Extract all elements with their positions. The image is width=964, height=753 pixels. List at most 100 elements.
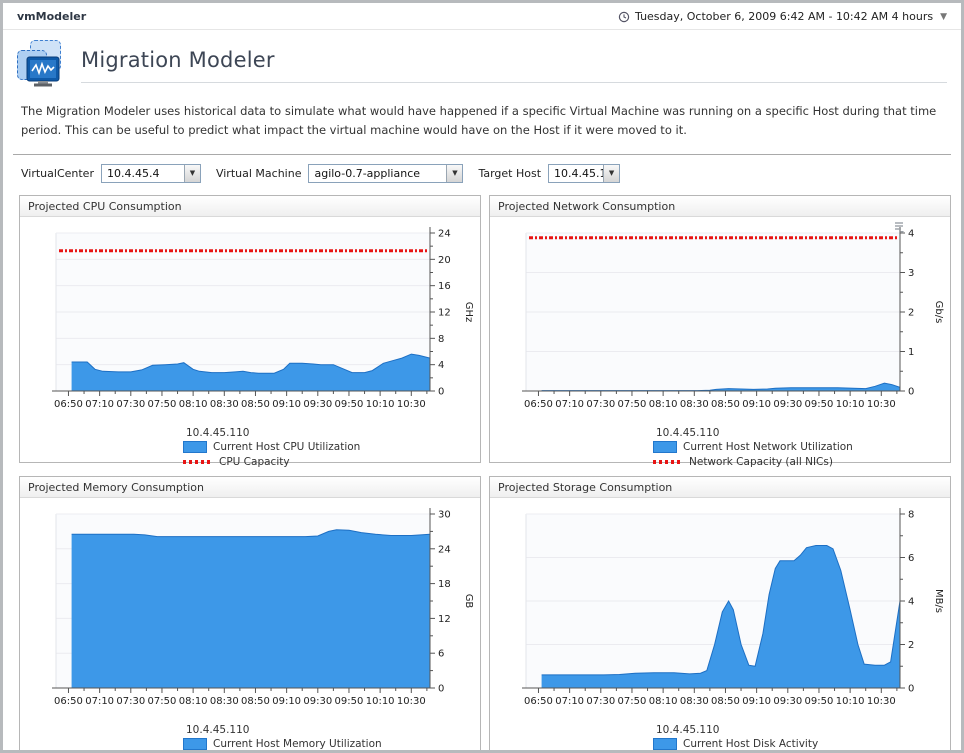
svg-text:1: 1	[908, 347, 914, 358]
storage-chart: 0 2 4 6 8 MB/s 06:50 07:10 07:30 07:50 08:10 08:30 0…	[496, 502, 950, 722]
page-title: Migration Modeler	[81, 48, 275, 72]
svg-text:08:50: 08:50	[711, 399, 740, 410]
target-host-select[interactable]: 10.4.45.110 ▼	[548, 163, 621, 183]
svg-text:06:50: 06:50	[524, 696, 553, 707]
svg-text:09:30: 09:30	[303, 696, 332, 707]
svg-text:07:50: 07:50	[148, 696, 177, 707]
dropdown-arrow-icon[interactable]: ▼	[446, 164, 463, 182]
dropdown-arrow-icon[interactable]: ▼	[603, 164, 620, 182]
svg-text:8: 8	[908, 509, 914, 520]
virtual-machine-select[interactable]: agilo-0.7-appliance ▼	[308, 163, 464, 183]
svg-text:10:10: 10:10	[836, 696, 865, 707]
svg-text:6: 6	[438, 649, 444, 660]
svg-text:10:10: 10:10	[836, 399, 865, 410]
page-description: The Migration Modeler uses historical da…	[21, 104, 937, 137]
svg-text:09:10: 09:10	[742, 696, 771, 707]
migration-modeler-icon	[17, 40, 71, 90]
svg-text:4: 4	[908, 596, 914, 607]
svg-text:07:50: 07:50	[618, 399, 647, 410]
panel-title: Projected CPU Consumption	[20, 195, 480, 217]
dropdown-arrow-icon[interactable]: ▼	[183, 164, 200, 182]
svg-text:6: 6	[908, 553, 914, 564]
legend-label: CPU Capacity	[219, 455, 290, 468]
svg-text:10:10: 10:10	[366, 696, 395, 707]
virtualcenter-label: VirtualCenter	[21, 166, 94, 180]
svg-text:4: 4	[438, 360, 444, 371]
memory-chart: 0 6 12 18 24 30 GB 06:50 07:10 07:30 07:50 08:10 08:…	[26, 502, 480, 722]
svg-text:09:10: 09:10	[742, 399, 771, 410]
svg-text:24: 24	[438, 544, 451, 555]
legend-area-swatch	[183, 737, 207, 750]
svg-text:07:10: 07:10	[85, 696, 114, 707]
svg-text:07:50: 07:50	[148, 399, 177, 410]
svg-text:16: 16	[438, 281, 451, 292]
svg-text:8: 8	[438, 334, 444, 345]
divider	[13, 153, 951, 155]
svg-text:08:30: 08:30	[210, 696, 239, 707]
svg-text:09:50: 09:50	[805, 399, 834, 410]
title-row: Migration Modeler	[3, 30, 961, 90]
legend-label: Current Host Disk Activity	[683, 737, 819, 750]
legend-area-swatch	[653, 440, 677, 453]
svg-text:07:30: 07:30	[116, 696, 145, 707]
panel-title: Projected Memory Consumption	[20, 476, 480, 498]
svg-text:30: 30	[438, 509, 451, 520]
svg-text:0: 0	[908, 386, 914, 397]
svg-text:07:10: 07:10	[85, 399, 114, 410]
svg-text:08:30: 08:30	[210, 399, 239, 410]
legend-item: Current Host Disk Activity	[653, 737, 950, 750]
svg-text:07:30: 07:30	[586, 696, 615, 707]
svg-text:09:50: 09:50	[805, 696, 834, 707]
network-chart: 0 1 2 3 4 Gb/s 06:50 07:10 07:30 07:50 08:10 08:30 0…	[496, 221, 950, 425]
svg-text:09:10: 09:10	[272, 696, 301, 707]
svg-text:06:50: 06:50	[54, 399, 83, 410]
legend-label: Current Host Memory Utilization	[213, 737, 382, 750]
svg-text:06:50: 06:50	[524, 399, 553, 410]
legend-area-swatch	[653, 737, 677, 750]
svg-text:09:30: 09:30	[303, 399, 332, 410]
series-host-label: 10.4.45.110	[656, 723, 720, 736]
svg-text:0: 0	[438, 386, 444, 397]
memory-consumption-panel: Projected Memory Consumption 0 6 12 18 24 30 G…	[19, 475, 481, 750]
legend-item: Network Capacity (all NICs)	[653, 456, 950, 468]
panel-title: Projected Storage Consumption	[490, 476, 950, 498]
svg-text:0: 0	[908, 683, 914, 694]
legend-label: Current Host Network Utilization	[683, 440, 853, 453]
chart-menu-icon[interactable]	[892, 220, 906, 234]
svg-text:08:10: 08:10	[649, 696, 678, 707]
svg-text:12: 12	[438, 307, 451, 318]
svg-text:10:10: 10:10	[366, 399, 395, 410]
time-range-selector[interactable]: Tuesday, October 6, 2009 6:42 AM - 10:42…	[618, 10, 947, 23]
svg-text:09:50: 09:50	[335, 399, 364, 410]
svg-text:09:30: 09:30	[773, 696, 802, 707]
series-host-label: 10.4.45.110	[186, 723, 250, 736]
svg-text:09:50: 09:50	[335, 696, 364, 707]
top-bar: vmModeler Tuesday, October 6, 2009 6:42 …	[3, 3, 961, 30]
legend-item: Current Host Network Utilization	[653, 440, 950, 453]
svg-text:Gb/s: Gb/s	[933, 301, 944, 324]
legend-item: Current Host CPU Utilization	[183, 440, 480, 453]
network-consumption-panel: Projected Network Consumption 0 1 2 3 4 Gb/s 0…	[489, 194, 951, 468]
svg-text:10:30: 10:30	[397, 696, 426, 707]
virtualcenter-select[interactable]: 10.4.45.4 ▼	[100, 163, 201, 183]
svg-text:08:10: 08:10	[179, 399, 208, 410]
svg-text:09:10: 09:10	[272, 399, 301, 410]
svg-text:2: 2	[908, 640, 914, 651]
controls-row: VirtualCenter 10.4.45.4 ▼ Virtual Machin…	[3, 155, 961, 193]
legend-label: Current Host CPU Utilization	[213, 440, 361, 453]
svg-text:08:30: 08:30	[680, 696, 709, 707]
series-host-label: 10.4.45.110	[186, 426, 250, 439]
svg-text:07:50: 07:50	[618, 696, 647, 707]
series-host-label: 10.4.45.110	[656, 426, 720, 439]
svg-text:06:50: 06:50	[54, 696, 83, 707]
svg-text:08:50: 08:50	[711, 696, 740, 707]
legend-item: Current Host Memory Utilization	[183, 737, 480, 750]
svg-text:MB/s: MB/s	[933, 589, 944, 613]
legend-area-swatch	[183, 440, 207, 453]
app-title: vmModeler	[17, 10, 87, 23]
svg-text:12: 12	[438, 614, 451, 625]
charts-grid: Projected CPU Consumption 0 4 8 12 16 20 24 GHz…	[3, 193, 961, 750]
svg-text:10:30: 10:30	[867, 696, 896, 707]
svg-text:20: 20	[438, 255, 451, 266]
